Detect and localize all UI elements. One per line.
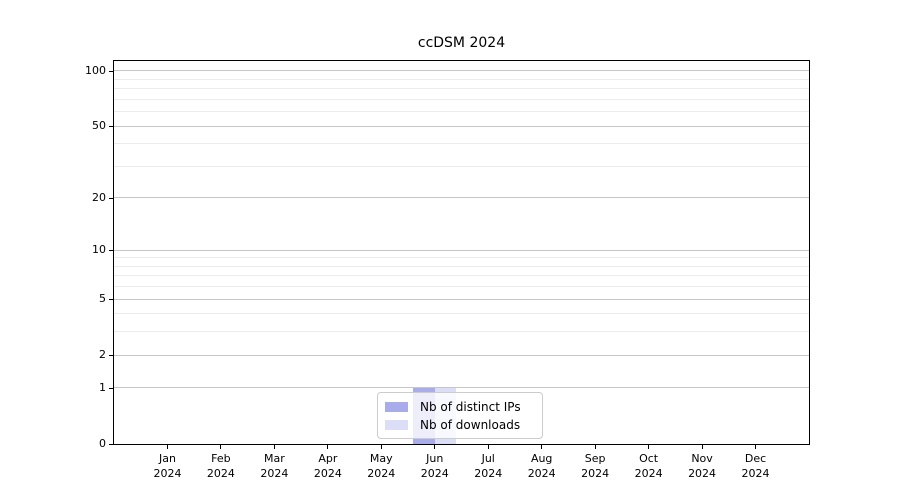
x-axis-tick xyxy=(487,445,489,449)
x-tick-year: 2024 xyxy=(527,467,556,480)
legend-swatch-distinct-ips-icon xyxy=(385,402,408,412)
x-axis-tick xyxy=(701,445,703,449)
x-tick-label: Nov 2024 xyxy=(672,451,732,481)
x-tick-month: Jun xyxy=(426,452,444,465)
x-axis-tick xyxy=(380,445,382,449)
minor-gridline xyxy=(114,313,809,315)
y-axis-tick xyxy=(109,388,113,389)
minor-gridline xyxy=(114,98,809,100)
y-tick-label: 20 xyxy=(92,190,106,204)
y-tick-label: 10 xyxy=(92,243,106,257)
x-tick-month: Jul xyxy=(481,452,495,465)
x-tick-label: Jul 2024 xyxy=(458,451,518,481)
x-tick-label: Aug 2024 xyxy=(512,451,572,481)
major-gridline xyxy=(114,125,809,127)
minor-gridline xyxy=(114,111,809,113)
x-tick-year: 2024 xyxy=(367,467,396,480)
x-tick-year: 2024 xyxy=(741,467,770,480)
minor-gridline xyxy=(114,88,809,90)
minor-gridline xyxy=(114,78,809,80)
legend-item-downloads: Nb of downloads xyxy=(385,416,535,434)
legend: Nb of distinct IPs Nb of downloads xyxy=(377,392,543,439)
major-gridline xyxy=(114,197,809,199)
x-tick-year: 2024 xyxy=(474,467,503,480)
x-axis-tick xyxy=(434,445,436,449)
legend-swatch-downloads-icon xyxy=(385,420,408,430)
y-tick-label: 2 xyxy=(99,348,106,362)
x-tick-month: Apr xyxy=(318,452,338,465)
y-tick-label: 5 xyxy=(99,292,106,306)
chart-title: ccDSM 2024 xyxy=(417,35,506,51)
x-tick-month: Nov xyxy=(691,452,713,465)
legend-label-distinct-ips: Nb of distinct IPs xyxy=(420,400,521,414)
x-tick-month: Jan xyxy=(158,452,176,465)
x-axis-tick xyxy=(220,445,222,449)
x-tick-month: Sep xyxy=(584,452,606,465)
major-gridline xyxy=(114,354,809,356)
y-tick-label: 50 xyxy=(92,119,106,133)
x-tick-year: 2024 xyxy=(260,467,289,480)
x-tick-label: Mar 2024 xyxy=(244,451,304,481)
legend-item-distinct-ips: Nb of distinct IPs xyxy=(385,398,535,416)
legend-label-downloads: Nb of downloads xyxy=(420,418,521,432)
y-axis-tick xyxy=(109,198,113,199)
x-tick-year: 2024 xyxy=(420,467,449,480)
minor-gridline xyxy=(114,265,809,267)
x-tick-label: Jan 2024 xyxy=(137,451,197,481)
x-axis-tick xyxy=(273,445,275,449)
x-tick-year: 2024 xyxy=(313,467,342,480)
plot-area: 0 1 2 5 10 20 50 100 Jan 2024 Feb 2024 Mar 2024 Apr 20… xyxy=(85,60,810,480)
x-tick-label: Oct 2024 xyxy=(619,451,679,481)
y-axis-tick xyxy=(109,299,113,300)
minor-gridline xyxy=(114,257,809,259)
major-gridline xyxy=(114,387,809,389)
major-gridline xyxy=(114,298,809,300)
minor-gridline xyxy=(114,165,809,167)
y-axis-tick xyxy=(109,126,113,127)
x-tick-year: 2024 xyxy=(688,467,717,480)
x-axis-tick xyxy=(541,445,543,449)
minor-gridline xyxy=(114,275,809,277)
x-tick-month: Oct xyxy=(639,452,659,465)
y-tick-label: 0 xyxy=(99,437,106,450)
x-tick-label: Dec 2024 xyxy=(726,451,786,481)
x-tick-label: May 2024 xyxy=(351,451,411,481)
x-axis-tick xyxy=(755,445,757,449)
y-axis-tick xyxy=(109,71,113,72)
x-tick-label: Apr 2024 xyxy=(298,451,358,481)
x-tick-month: May xyxy=(369,452,393,465)
x-axis-tick xyxy=(166,445,168,449)
x-tick-month: Dec xyxy=(744,452,767,465)
x-tick-year: 2024 xyxy=(581,467,610,480)
x-axis-tick xyxy=(648,445,650,449)
minor-gridline xyxy=(114,143,809,145)
x-tick-month: Aug xyxy=(530,452,553,465)
minor-gridline xyxy=(114,331,809,333)
x-tick-label: Sep 2024 xyxy=(565,451,625,481)
x-tick-year: 2024 xyxy=(153,467,182,480)
x-tick-year: 2024 xyxy=(206,467,235,480)
x-tick-month: Mar xyxy=(263,452,285,465)
x-axis-tick xyxy=(327,445,329,449)
x-tick-label: Jun 2024 xyxy=(405,451,465,481)
x-tick-month: Feb xyxy=(211,452,231,465)
x-tick-year: 2024 xyxy=(634,467,663,480)
major-gridline xyxy=(114,70,809,72)
y-tick-label: 1 xyxy=(99,380,106,394)
y-axis-tick xyxy=(109,444,113,445)
y-tick-label: 100 xyxy=(85,63,106,77)
y-axis-tick xyxy=(109,355,113,356)
minor-gridline xyxy=(114,286,809,288)
y-axis-tick xyxy=(109,250,113,251)
x-axis-tick xyxy=(594,445,596,449)
x-tick-label: Feb 2024 xyxy=(191,451,251,481)
major-gridline xyxy=(114,249,809,251)
